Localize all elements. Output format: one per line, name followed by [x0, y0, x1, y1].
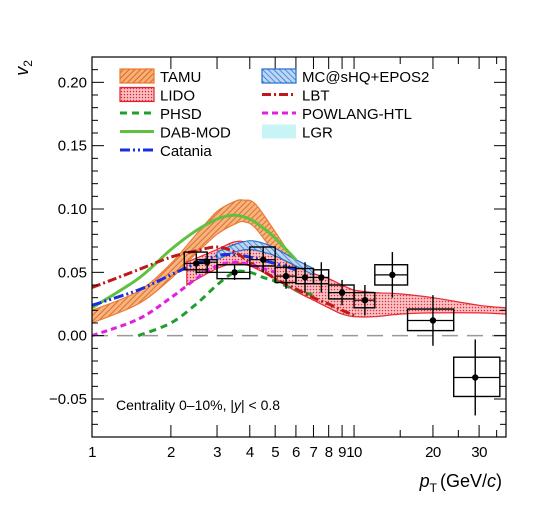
curve-lbt	[92, 245, 355, 317]
systematic-box	[249, 246, 276, 267]
data-point	[406, 295, 455, 346]
x-axis-ticks: 1 2 3 4 5 6 7 8 9 10 20 30	[88, 57, 498, 461]
point-marker	[231, 269, 238, 276]
x-tick-label: 5	[271, 444, 279, 461]
point-marker	[203, 259, 211, 266]
data-point	[249, 246, 276, 273]
y-tick-label: 0.20	[58, 74, 87, 91]
legend-label: MC@sHQ+EPOS2	[302, 69, 429, 86]
legend-label: PHSD	[160, 106, 202, 123]
systematic-box	[452, 356, 501, 398]
legend-label: DAB-MOD	[160, 125, 231, 142]
plot-frame	[91, 56, 507, 438]
y-tick-label: 0.15	[58, 138, 87, 155]
x-tick-label: 9	[338, 444, 346, 461]
point-marker	[301, 274, 309, 281]
data-point	[216, 264, 251, 280]
centrality-annotation: Centrality 0–10%, |y| < 0.8	[116, 397, 280, 413]
y-axis-ticks: −0.05 0.00 0.05 0.10 0.15 0.20	[49, 56, 506, 438]
legend-label: LIDO	[160, 88, 195, 105]
legend-entry-lgr: LGR	[262, 124, 333, 142]
legend-entry-dab-mod: DAB-MOD	[120, 125, 231, 142]
legend-label: Catania	[160, 143, 212, 160]
y-tick-label: 0.00	[58, 328, 87, 345]
x-tick-label: 10	[346, 444, 362, 461]
legend-entry-phsd: PHSD	[120, 106, 202, 123]
systematic-box	[216, 264, 251, 280]
legend-entry-mc-shq-epos2: MC@sHQ+EPOS2	[261, 68, 429, 86]
legend-entry-powlang-htl: POWLANG-HTL	[262, 106, 412, 123]
legend-label: TAMU	[160, 69, 201, 86]
data-point	[353, 285, 376, 316]
x-tick-label: 30	[471, 444, 487, 461]
data-point	[374, 252, 409, 298]
legend-entry-tamu: TAMU	[119, 68, 201, 86]
curve-powlang-htl	[92, 260, 276, 338]
point-marker	[429, 317, 437, 324]
legend-entry-lido: LIDO	[119, 86, 195, 105]
y-tick-label: −0.05	[49, 391, 87, 408]
data-point	[327, 279, 355, 306]
x-tick-label: 1	[88, 444, 96, 461]
legend-swatch	[119, 68, 155, 84]
systematic-box	[406, 308, 455, 332]
y-axis-label: v2	[12, 60, 35, 76]
y-tick-label: 0.05	[58, 264, 87, 281]
legend-label: POWLANG-HTL	[302, 106, 412, 123]
point-marker	[259, 256, 267, 263]
legend-swatch	[119, 86, 155, 103]
x-tick-label: 6	[292, 444, 300, 461]
data-point	[452, 339, 501, 416]
x-tick-label: 4	[246, 444, 254, 461]
x-tick-label: 7	[310, 444, 318, 461]
point-marker	[318, 274, 325, 281]
point-marker	[389, 271, 396, 279]
y-tick-label: 0.10	[58, 201, 87, 218]
x-tick-label: 20	[425, 444, 441, 461]
curve-phsd	[137, 269, 314, 338]
model-bands	[92, 199, 506, 324]
point-marker	[338, 289, 346, 296]
data-point	[295, 262, 315, 293]
x-tick-label: 2	[167, 444, 175, 461]
legend-entry-catania: Catania	[120, 143, 212, 160]
x-tick-label: 3	[213, 444, 221, 461]
legend-swatch	[261, 68, 297, 84]
x-tick-label: 8	[325, 444, 333, 461]
curve-catania	[92, 253, 297, 307]
legend-entry-lbt: LBT	[262, 88, 330, 105]
data-point	[195, 252, 218, 274]
legend: TAMU MC@sHQ+EPOS2 LIDO LBT PHSD POWLANG-HTL DA…	[119, 68, 429, 160]
legend-label: LBT	[302, 88, 330, 105]
legend-swatch	[262, 124, 296, 139]
point-marker	[282, 272, 290, 280]
data-point	[312, 262, 330, 293]
data-points	[183, 246, 501, 416]
legend-label: LGR	[302, 125, 333, 142]
point-marker	[472, 374, 479, 381]
x-axis-label: pT (GeV/c)	[419, 471, 502, 495]
point-marker	[361, 297, 369, 304]
